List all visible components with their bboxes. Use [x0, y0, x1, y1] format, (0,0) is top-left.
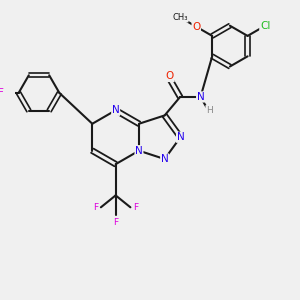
Text: N: N: [135, 146, 143, 156]
Text: Cl: Cl: [260, 21, 271, 31]
Text: N: N: [177, 132, 184, 142]
Text: H: H: [206, 106, 213, 115]
Text: F: F: [93, 203, 98, 212]
Text: N: N: [112, 105, 119, 115]
Text: O: O: [166, 71, 174, 81]
Text: CH₃: CH₃: [172, 13, 188, 22]
Text: Cl: Cl: [260, 21, 271, 31]
Text: F: F: [0, 88, 4, 98]
Text: F: F: [134, 203, 139, 212]
Text: F: F: [113, 218, 118, 227]
Text: N: N: [197, 92, 204, 102]
Text: O: O: [192, 22, 200, 32]
Text: N: N: [161, 154, 169, 164]
